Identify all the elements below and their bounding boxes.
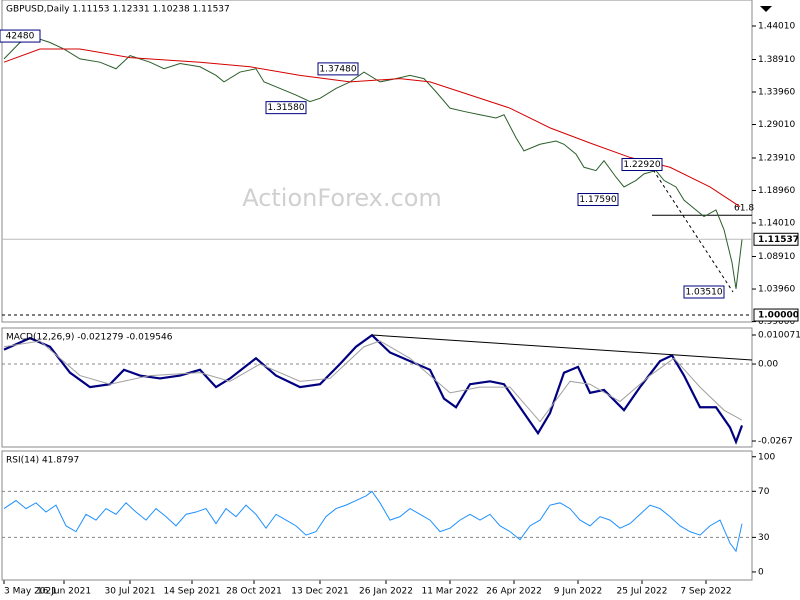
x-tick-label: 25 Jul 2022 <box>617 587 668 597</box>
level-annotation: 42480 <box>6 32 35 42</box>
level-annotation-box <box>265 101 307 115</box>
level-label: 1.00000 <box>758 311 799 321</box>
level-annotation: 1.37480 <box>319 64 356 74</box>
y-tick-label: 30 <box>758 533 770 543</box>
x-tick-label: 14 Sep 2021 <box>163 587 220 597</box>
y-tick-label: 70 <box>758 487 770 497</box>
level-box <box>753 308 799 322</box>
y-tick-label: 1.18960 <box>758 186 795 196</box>
y-tick-label: 0 <box>758 567 764 577</box>
x-tick-label: 26 Apr 2022 <box>486 587 542 597</box>
y-tick-label: 1.38910 <box>758 55 795 65</box>
x-tick-label: 9 Jun 2022 <box>554 587 602 597</box>
level-annotation: 1.31580 <box>267 103 304 113</box>
y-tick-label: 1.44010 <box>758 22 795 32</box>
menu-icon <box>760 6 772 12</box>
series-line <box>3 490 743 553</box>
y-tick-label: 1.03960 <box>758 285 795 295</box>
level-annotation-box <box>0 29 41 43</box>
level-annotation-box <box>317 62 359 76</box>
watermark: ActionForex.com <box>242 184 442 212</box>
panel-title: RSI(14) 41.8797 <box>6 456 79 466</box>
panel-title: GBPUSD,Daily 1.11153 1.12331 1.10238 1.1… <box>6 5 230 15</box>
y-tick-label: -0.0267 <box>758 437 793 447</box>
panel-border <box>1 0 753 323</box>
x-tick-label: 16 Jun 2021 <box>37 587 91 597</box>
x-tick-label: 30 Jul 2021 <box>105 587 156 597</box>
level-annotation: 1.17590 <box>579 195 616 205</box>
level-annotation-box <box>683 285 725 299</box>
y-tick-label: 0.99000 <box>758 317 795 327</box>
x-tick-label: 28 Oct 2021 <box>226 587 282 597</box>
y-tick-label: 1.33960 <box>758 88 795 98</box>
panel-border <box>1 327 753 448</box>
y-tick-label: 0.010071 <box>758 331 800 341</box>
level-annotation: 1.22920 <box>623 160 660 170</box>
series-line <box>3 37 743 289</box>
level-annotation: 1.03510 <box>685 287 722 297</box>
x-tick-label: 7 Sep 2022 <box>680 587 731 597</box>
level-annotation-box <box>621 158 663 172</box>
x-tick-label: 3 May 2021 <box>4 587 57 597</box>
last-price-box <box>753 232 799 246</box>
y-tick-label: 1.08910 <box>758 252 795 262</box>
y-tick-label: 1.14010 <box>758 219 795 229</box>
y-tick-label: 0.00 <box>758 360 778 370</box>
x-tick-label: 11 Mar 2022 <box>421 587 478 597</box>
series-line <box>3 340 743 423</box>
panel-title: MACD(12,26,9) -0.021279 -0.019546 <box>6 333 173 343</box>
fall-trendline <box>649 164 734 293</box>
fib-label: 61.8 <box>734 204 754 214</box>
y-tick-label: 1.23910 <box>758 154 795 164</box>
panel-border <box>1 450 753 581</box>
last-price-label: 1.11537 <box>758 235 799 245</box>
level-annotation-box <box>577 193 619 207</box>
y-tick-label: 1.29010 <box>758 120 795 130</box>
x-tick-label: 26 Jan 2022 <box>359 587 413 597</box>
y-tick-label: 100 <box>758 452 775 462</box>
x-tick-label: 13 Dec 2021 <box>291 587 349 597</box>
macd-trendline <box>371 334 753 361</box>
